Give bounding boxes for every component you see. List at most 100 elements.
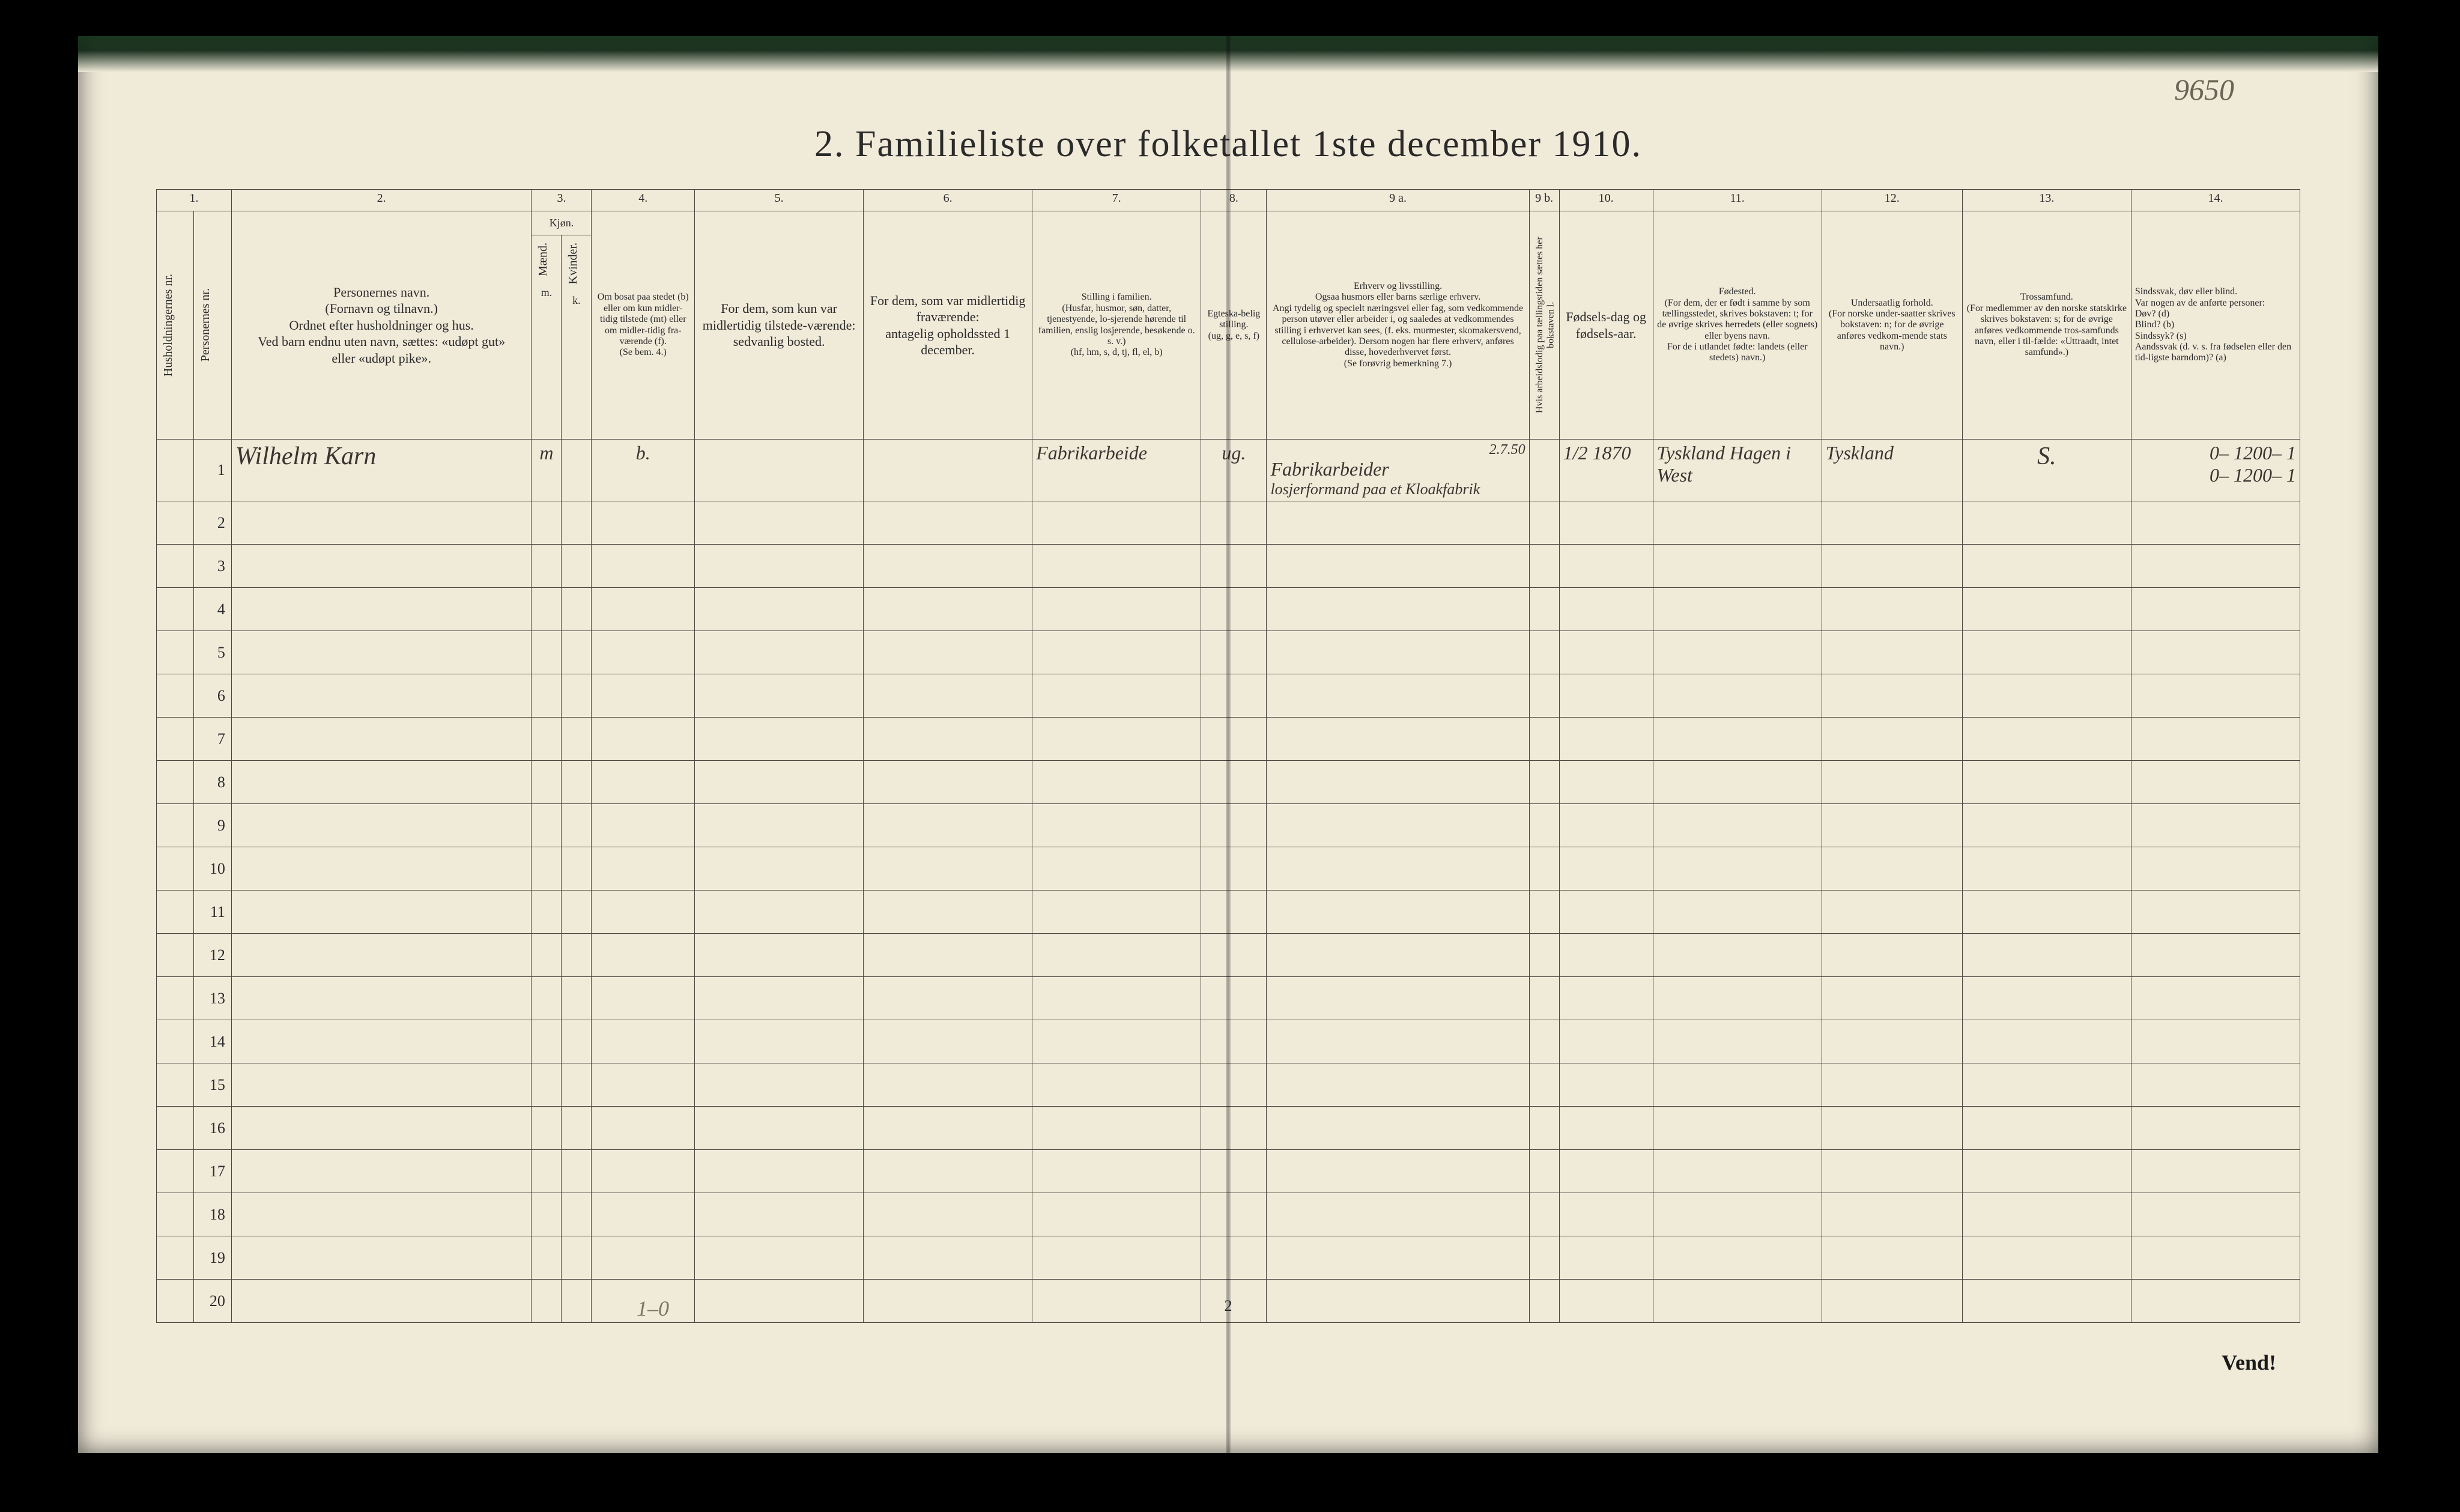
cell-sedvanlig: [695, 1280, 864, 1323]
cell-fodested: [1653, 1236, 1822, 1280]
cell-arbeidsledig: [1529, 934, 1559, 977]
cell-bosat: [592, 674, 695, 718]
cell-person-nr: 2: [194, 501, 231, 545]
cell-opholdssted: [864, 804, 1032, 847]
colnum-9b: 9 b.: [1529, 190, 1559, 211]
cell-kjonn-m: m: [532, 440, 562, 501]
cell-navn: [231, 588, 532, 631]
colnum-3: 3.: [532, 190, 592, 211]
cell-kjonn-k: [562, 631, 592, 674]
head-stilling-familien: Stilling i familien. (Husfar, husmor, sø…: [1032, 211, 1201, 440]
cell-stilling-familien: [1032, 977, 1201, 1020]
head-arbeidsledig: Hvis arbeidslodig paa tællingstiden sætt…: [1529, 211, 1559, 440]
cell-person-nr: 17: [194, 1150, 231, 1193]
cell-fodsel: [1559, 761, 1653, 804]
cell-arbeidsledig: [1529, 1150, 1559, 1193]
cell-sindssvak: [2131, 631, 2300, 674]
cell-kjonn-m: [532, 588, 562, 631]
cell-sedvanlig: [695, 1107, 864, 1150]
head-fodsel: Fødsels-dag og fødsels-aar.: [1559, 211, 1653, 440]
cell-undersaatlig: [1822, 891, 1962, 934]
cell-fodested: [1653, 1193, 1822, 1236]
cell-opholdssted: [864, 440, 1032, 501]
cell-sedvanlig: [695, 804, 864, 847]
cell-trossamfund: [1962, 1280, 2131, 1323]
cell-undersaatlig: [1822, 934, 1962, 977]
head-navn: Personernes navn. (Fornavn og tilnavn.) …: [231, 211, 532, 440]
cell-husholdning: [157, 440, 194, 501]
cell-sedvanlig: [695, 718, 864, 761]
cell-egteskabelig: [1201, 1193, 1267, 1236]
cell-person-nr: 6: [194, 674, 231, 718]
cell-trossamfund: [1962, 1020, 2131, 1063]
cell-kjonn-k: [562, 761, 592, 804]
cell-egteskabelig: [1201, 1236, 1267, 1280]
cell-fodsel: [1559, 631, 1653, 674]
handwritten-note-bottom: 1–0: [637, 1296, 669, 1321]
cell-fodsel: [1559, 1193, 1653, 1236]
cell-opholdssted: [864, 1107, 1032, 1150]
cell-fodsel: [1559, 804, 1653, 847]
cell-opholdssted: [864, 934, 1032, 977]
cell-stilling-familien: [1032, 631, 1201, 674]
cell-sindssvak: [2131, 674, 2300, 718]
cell-navn: [231, 934, 532, 977]
cell-fodsel: [1559, 1150, 1653, 1193]
cell-undersaatlig: [1822, 804, 1962, 847]
cell-stilling-familien: [1032, 934, 1201, 977]
cell-opholdssted: [864, 1280, 1032, 1323]
cell-kjonn-m: [532, 631, 562, 674]
cell-undersaatlig: [1822, 1280, 1962, 1323]
cell-fodested: [1653, 977, 1822, 1020]
cell-undersaatlig: [1822, 761, 1962, 804]
cell-sindssvak: [2131, 847, 2300, 891]
cell-sindssvak: [2131, 934, 2300, 977]
cell-opholdssted: [864, 631, 1032, 674]
cell-egteskabelig: [1201, 804, 1267, 847]
cell-fodested: [1653, 1107, 1822, 1150]
cell-kjonn-m: [532, 977, 562, 1020]
cell-fodsel: [1559, 1063, 1653, 1107]
cell-navn: [231, 1063, 532, 1107]
cell-sedvanlig: [695, 1236, 864, 1280]
cell-erhverv: [1267, 588, 1529, 631]
cell-husholdning: [157, 761, 194, 804]
cell-arbeidsledig: [1529, 1063, 1559, 1107]
cell-bosat: [592, 934, 695, 977]
cell-kjonn-m: [532, 1280, 562, 1323]
head-trossamfund: Trossamfund. (For medlemmer av den norsk…: [1962, 211, 2131, 440]
cell-sindssvak: [2131, 1280, 2300, 1323]
handwritten-note-top-right: 9650: [2174, 72, 2234, 107]
cell-arbeidsledig: [1529, 891, 1559, 934]
cell-navn: [231, 891, 532, 934]
cell-person-nr: 13: [194, 977, 231, 1020]
cell-undersaatlig: [1822, 847, 1962, 891]
cell-navn: [231, 1280, 532, 1323]
cell-undersaatlig: [1822, 674, 1962, 718]
cell-kjonn-k: [562, 934, 592, 977]
cell-kjonn-k: [562, 1020, 592, 1063]
cell-bosat: [592, 588, 695, 631]
cell-husholdning: [157, 1107, 194, 1150]
cell-trossamfund: [1962, 718, 2131, 761]
cell-erhverv: [1267, 1063, 1529, 1107]
cell-kjonn-k: [562, 847, 592, 891]
cell-erhverv: [1267, 1193, 1529, 1236]
cell-undersaatlig: [1822, 977, 1962, 1020]
cell-arbeidsledig: [1529, 631, 1559, 674]
cell-opholdssted: [864, 1193, 1032, 1236]
cell-stilling-familien: [1032, 1193, 1201, 1236]
cell-navn: [231, 631, 532, 674]
cell-opholdssted: [864, 588, 1032, 631]
cell-kjonn-k: [562, 891, 592, 934]
cell-egteskabelig: [1201, 588, 1267, 631]
cell-fodested: [1653, 1020, 1822, 1063]
cell-fodsel: [1559, 977, 1653, 1020]
cell-trossamfund: [1962, 501, 2131, 545]
colnum-12: 12.: [1822, 190, 1962, 211]
cell-arbeidsledig: [1529, 674, 1559, 718]
cell-person-nr: 1: [194, 440, 231, 501]
cell-fodested: [1653, 588, 1822, 631]
cell-person-nr: 14: [194, 1020, 231, 1063]
cell-kjonn-m: [532, 1063, 562, 1107]
